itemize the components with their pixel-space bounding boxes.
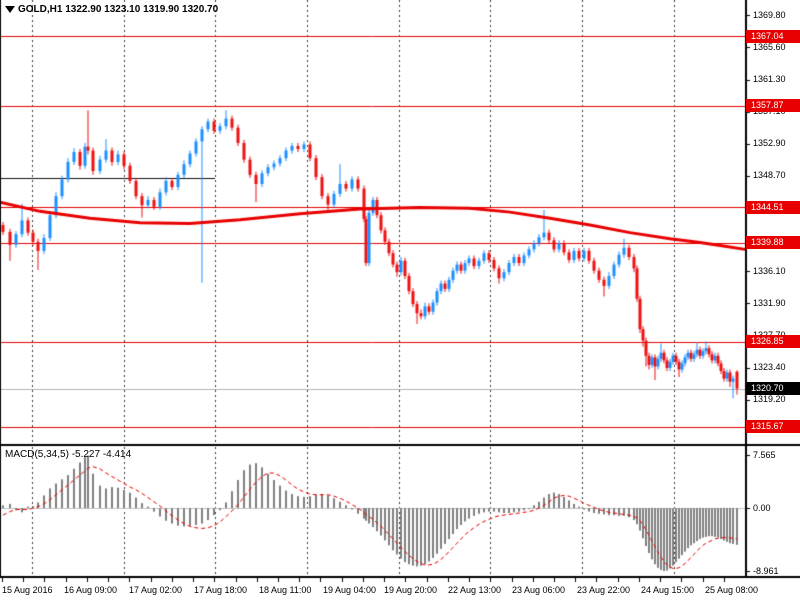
- macd-indicator-label: MACD(5,34,5) -5.227 -4.414: [5, 449, 132, 460]
- price-axis-label: 1348.70: [753, 170, 786, 181]
- price-axis-label: 1331.90: [753, 297, 786, 308]
- macd-main-value: -5.227: [71, 449, 101, 460]
- price-axis-label: 1336.10: [753, 265, 786, 276]
- price-level-tag: 1315.67: [746, 420, 800, 434]
- macd-signal-value: -4.414: [102, 449, 132, 460]
- price-level-tag: 1357.87: [746, 99, 800, 113]
- macd-axis-label: -8.961: [753, 565, 779, 576]
- time-axis-label: 17 Aug 02:00: [129, 585, 183, 595]
- price-axis-label: 1327.70: [753, 329, 786, 342]
- price-level-tag: 1344.51: [746, 200, 800, 214]
- price-axis-label: 1365.60: [753, 41, 786, 52]
- price-axis-label: 1361.30: [753, 74, 786, 85]
- time-axis-label: 25 Aug 08:00: [705, 585, 759, 595]
- macd-axis-label: 0.00: [753, 502, 771, 513]
- chart-title-ohlc: GOLD,H1 1322.90 1323.10 1319.90 1320.70: [18, 4, 219, 15]
- current-price-tag: 1320.70: [746, 382, 800, 395]
- time-axis-label: 19 Aug 20:00: [384, 585, 438, 595]
- price-axis-label: 1369.80: [753, 9, 786, 20]
- price-axis-label: 1319.20: [753, 394, 786, 405]
- price-level-tag: 1326.85: [746, 335, 800, 349]
- time-axis-label: 18 Aug 11:00: [259, 585, 312, 595]
- time-axis-label: 19 Aug 04:00: [323, 585, 377, 595]
- price-axis-label: 1352.90: [753, 138, 786, 149]
- time-axis-label: 23 Aug 06:00: [512, 585, 566, 595]
- price-level-tag: 1367.04: [746, 29, 800, 43]
- time-axis-label: 17 Aug 18:00: [194, 585, 248, 595]
- time-axis-label: 23 Aug 22:00: [577, 585, 631, 595]
- time-axis-label: 22 Aug 13:00: [448, 585, 502, 595]
- chevron-down-icon[interactable]: [5, 6, 15, 13]
- time-axis-label: 16 Aug 09:00: [64, 585, 118, 595]
- price-axis-label: 1323.40: [753, 362, 786, 373]
- time-axis-label: 15 Aug 2016: [2, 585, 53, 595]
- macd-axis-label: 7.565: [753, 449, 776, 460]
- time-axis-label: 24 Aug 15:00: [641, 585, 695, 595]
- price-level-tag: 1339.88: [746, 236, 800, 250]
